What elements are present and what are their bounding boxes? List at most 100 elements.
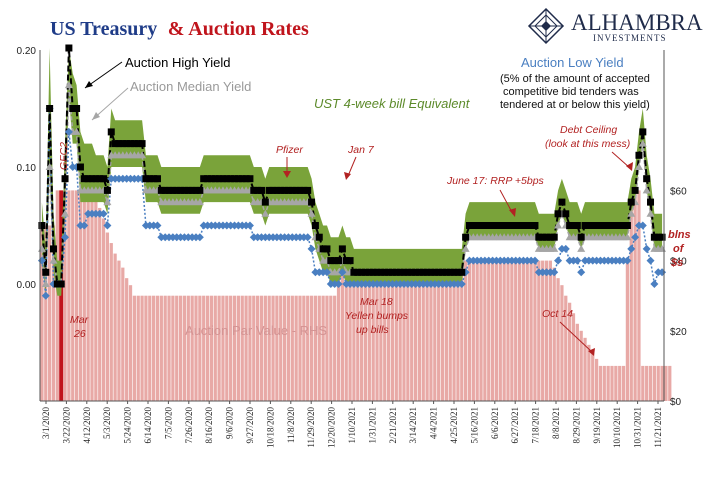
high-yield-point bbox=[396, 268, 404, 276]
par-value-bar bbox=[232, 295, 237, 401]
high-yield-point bbox=[338, 245, 346, 253]
x-axis-tick-label: 12/20/2020 bbox=[327, 407, 337, 449]
par-value-bar bbox=[333, 295, 337, 401]
par-value-bar bbox=[502, 260, 506, 401]
par-value-bar bbox=[483, 260, 487, 401]
high-yield-point bbox=[423, 268, 431, 276]
high-yield-point bbox=[354, 268, 362, 276]
high-yield-point bbox=[335, 257, 343, 265]
low-yield-point bbox=[103, 221, 112, 230]
alhambra-logo: ALHAMBRA INVESTMENTS bbox=[527, 7, 703, 45]
high-yield-point bbox=[508, 222, 516, 229]
par-value-bar bbox=[444, 260, 448, 401]
par-value-bar bbox=[637, 190, 641, 401]
high-yield-point bbox=[265, 186, 273, 194]
par-value-bar bbox=[340, 260, 344, 401]
par-value-bar bbox=[417, 260, 422, 401]
par-value-bar bbox=[510, 260, 514, 401]
high-yield-point bbox=[234, 175, 242, 183]
low-yield-point bbox=[195, 233, 204, 242]
high-yield-point bbox=[319, 245, 327, 253]
high-yield-point bbox=[315, 233, 323, 241]
x-axis-tick-label: 11/29/2020 bbox=[306, 407, 316, 448]
x-axis-tick-label: 5/16/2021 bbox=[469, 407, 479, 444]
par-value-bar bbox=[348, 260, 352, 401]
high-yield-point bbox=[153, 175, 161, 183]
par-value-bar bbox=[560, 285, 564, 401]
high-yield-point bbox=[415, 268, 423, 276]
x-axis-tick-label: 1/10/2021 bbox=[347, 407, 357, 444]
high-yield-point bbox=[454, 268, 462, 276]
right-axis-tick-label: $20 bbox=[670, 327, 687, 338]
par-value-bar bbox=[178, 295, 183, 401]
x-axis-tick-label: 4/25/2021 bbox=[449, 407, 459, 444]
low-yield-point bbox=[554, 256, 563, 265]
par-value-bar bbox=[487, 260, 491, 401]
high-yield-point bbox=[204, 175, 212, 183]
par-value-bar bbox=[633, 190, 637, 401]
x-axis-tick-label: 3/22/2020 bbox=[61, 407, 71, 444]
low-yield-point bbox=[334, 280, 343, 288]
high-yield-point bbox=[512, 222, 520, 229]
label-yellen: Yellen bumps bbox=[345, 310, 409, 322]
par-value-bar bbox=[267, 295, 271, 401]
label-june17: June 17: RRP +5bps bbox=[446, 175, 545, 187]
arrowhead-debt-ceiling bbox=[626, 162, 633, 171]
par-value-bar bbox=[225, 295, 229, 401]
par-value-bar bbox=[121, 267, 125, 401]
arrowhead-pfizer bbox=[283, 171, 291, 178]
x-axis-tick-label: 10/10/2021 bbox=[612, 407, 622, 448]
par-value-bar bbox=[352, 260, 356, 401]
arrowhead-median-yield bbox=[92, 112, 100, 120]
high-yield-point bbox=[304, 186, 312, 194]
high-yield-point bbox=[620, 222, 628, 229]
low-yield-point bbox=[322, 268, 331, 277]
par-value-bar bbox=[279, 295, 283, 401]
chart-title: US Treasury & Auction Rates bbox=[50, 18, 309, 40]
par-value-bar bbox=[606, 365, 610, 401]
x-axis-tick-label: 8/8/2021 bbox=[551, 407, 561, 439]
high-yield-point bbox=[543, 233, 551, 241]
par-value-bar bbox=[575, 323, 579, 401]
par-value-bar bbox=[494, 260, 499, 401]
high-yield-point bbox=[107, 128, 115, 136]
high-yield-point bbox=[227, 175, 235, 183]
label-high-yield: Auction High Yield bbox=[125, 55, 231, 70]
high-yield-point bbox=[539, 233, 547, 241]
par-value-bar bbox=[506, 260, 510, 401]
par-value-bar bbox=[321, 295, 325, 401]
low-yield-point bbox=[642, 244, 651, 253]
high-yield-point bbox=[446, 268, 454, 276]
par-value-bar bbox=[329, 295, 333, 401]
median-yield-point bbox=[307, 209, 316, 217]
high-yield-point bbox=[496, 222, 504, 229]
high-yield-point bbox=[477, 222, 485, 229]
par-value-bar bbox=[290, 295, 294, 401]
high-yield-point bbox=[246, 175, 254, 183]
par-value-bar bbox=[571, 313, 576, 401]
par-value-bar bbox=[136, 295, 140, 401]
par-value-bar bbox=[286, 295, 291, 401]
high-yield-point bbox=[489, 222, 497, 229]
high-yield-point bbox=[485, 222, 493, 229]
label-pfizer: Pfizer bbox=[276, 144, 303, 156]
high-yield-point bbox=[569, 222, 577, 229]
logo-emblem-icon bbox=[527, 7, 565, 45]
par-value-bar bbox=[379, 260, 383, 401]
par-value-bar bbox=[344, 260, 348, 401]
par-value-bar bbox=[521, 260, 526, 401]
par-value-bar bbox=[598, 365, 603, 401]
par-value-bar bbox=[564, 295, 568, 401]
par-value-bar bbox=[390, 260, 395, 401]
high-yield-point bbox=[600, 222, 608, 229]
high-yield-point bbox=[519, 222, 527, 229]
low-yield-point bbox=[61, 233, 70, 242]
low-yield-point bbox=[99, 209, 108, 218]
par-value-bar bbox=[664, 365, 668, 401]
high-yield-point bbox=[292, 186, 300, 194]
median-yield-point bbox=[103, 198, 112, 206]
par-value-bar bbox=[394, 260, 398, 401]
par-value-bar bbox=[398, 260, 402, 401]
arrowhead-oct14 bbox=[588, 348, 595, 356]
x-axis-tick-label: 1/31/2021 bbox=[367, 407, 377, 444]
